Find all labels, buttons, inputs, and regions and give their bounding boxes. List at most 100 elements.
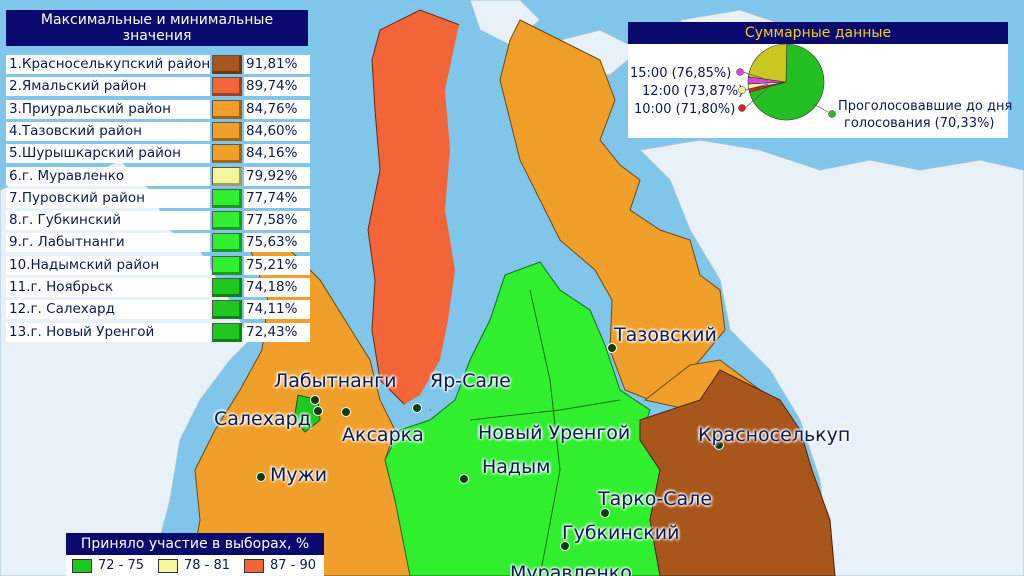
ranking-row: 4.Тазовский район 84,60%	[6, 121, 310, 144]
city-dot-nadym	[459, 474, 469, 484]
ranking-row: 2.Ямальский район 89,74%	[6, 77, 310, 99]
region-krasnoselkupsky	[639, 369, 836, 576]
ranking-row: 5.Шурышкарский район 84,16%	[6, 144, 310, 166]
ranking-row: 3.Приуральский район 84,76%	[6, 99, 310, 122]
ranking-row-swatch	[212, 255, 242, 275]
ranking-row-name: 3.Приуральский район	[6, 99, 210, 119]
ranking-row: 8.г. Губкинский 77,58%	[6, 211, 310, 233]
city-dot-salekhard	[313, 406, 323, 416]
ob-bay	[395, 20, 490, 420]
city-label-gubkinsky: Губкинский	[562, 522, 680, 544]
city-dot-aksarka	[341, 407, 351, 417]
ranking-row-value: 74,11%	[244, 300, 310, 320]
city-dot-gubkinsky	[560, 541, 570, 551]
ranking-row-value: 79,92%	[244, 166, 310, 186]
city-label-nadym: Надым	[482, 456, 551, 478]
ranking-title-line1: Максимальные и минимальные	[40, 12, 274, 28]
city-label-novy-urengoy: Новый Уренгой	[478, 422, 631, 444]
ranking-row-swatch	[212, 144, 242, 164]
ranking-row: 10.Надымский район 75,21%	[6, 255, 310, 278]
ranking-row-swatch	[212, 211, 242, 231]
ranking-title: Максимальные и минимальные значения	[6, 10, 308, 46]
ranking-row-swatch	[212, 77, 242, 97]
ranking-row-swatch	[212, 233, 242, 253]
pie-leader-line	[744, 83, 769, 91]
city-label-tarko-sale: Тарко-Сале	[598, 488, 713, 510]
legend-swatch	[158, 559, 178, 573]
city-label-muzhi: Мужи	[270, 464, 328, 486]
ranking-row-name: 7.Пуровский район	[6, 188, 210, 208]
ranking-row: 9.г. Лабытнанги 75,63%	[6, 233, 310, 255]
legend-title: Приняло участие в выборах, %	[66, 533, 324, 555]
ranking-row-swatch	[212, 300, 242, 320]
summary-label-1000: 10:00 (71,80%)	[634, 102, 736, 117]
ranking-row-value: 91,81%	[244, 55, 310, 74]
ranking-row-swatch	[212, 278, 242, 297]
city-label-aksarka: Аксарка	[342, 424, 424, 446]
city-dot-labytnangi	[310, 395, 320, 405]
city-dot-tarko-sale	[600, 508, 610, 518]
city-dot-yar-sale	[412, 403, 422, 413]
ranking-row-swatch	[212, 99, 242, 119]
ranking-row-name: 10.Надымский район	[6, 255, 210, 275]
summary-title: Суммарные данные	[628, 22, 1008, 44]
district-borders	[469, 289, 621, 576]
legend-label: 87 - 90	[270, 558, 317, 573]
ranking-row-name: 2.Ямальский район	[6, 77, 210, 97]
land-east	[638, 139, 1024, 576]
ranking-row: 11.г. Ноябрьск 74,18%	[6, 278, 310, 300]
ranking-row: 1.Красноселькупский район 91,81%	[6, 55, 310, 77]
summary-label-pre-line2: голосования (70,33%)	[844, 116, 995, 131]
ranking-row-value: 84,16%	[244, 144, 310, 164]
summary-label-pre-line1: Проголосовавшие до дня	[838, 99, 1013, 114]
ranking-row: 13.г. Новый Уренгой 72,43%	[6, 322, 310, 345]
ranking-row-name: 13.г. Новый Уренгой	[6, 322, 210, 342]
ranking-row-value: 72,43%	[244, 322, 310, 342]
city-dot-krasnoselkup	[714, 440, 724, 450]
ranking-row-value: 75,63%	[244, 233, 310, 253]
ranking-row-name: 12.г. Салехард	[6, 300, 210, 320]
legend-swatch	[244, 559, 264, 573]
ranking-row-value: 84,76%	[244, 99, 310, 119]
ranking-row-value: 74,18%	[244, 278, 310, 297]
ranking-row-name: 9.г. Лабытнанги	[6, 233, 210, 253]
ranking-row-value: 89,74%	[244, 77, 310, 97]
city-label-tazovsky: Тазовский	[614, 324, 717, 346]
ranking-row-name: 11.г. Ноябрьск	[6, 278, 210, 297]
ranking-row: 12.г. Салехард 74,11%	[6, 300, 310, 322]
pie-leader-line	[744, 87, 769, 109]
ranking-row-value: 77,74%	[244, 188, 310, 208]
city-label-labytnangi: Лабытнанги	[274, 370, 397, 392]
pie-label-marker	[736, 68, 744, 76]
summary-pie-chart	[736, 43, 836, 121]
pie-slice	[748, 43, 788, 83]
pie-label-marker	[738, 104, 746, 112]
city-dot-muzhi	[256, 472, 266, 482]
pie-label-marker	[828, 110, 836, 118]
ranking-row-name: 5.Шурышкарский район	[6, 144, 210, 164]
summary-label-1200: 12:00 (73,87%)	[642, 84, 744, 99]
ranking-row-swatch	[212, 188, 242, 208]
ranking-row-value: 75,21%	[244, 255, 310, 275]
legend-panel: Приняло участие в выборах, % 72 - 75 78 -…	[66, 533, 324, 576]
pie-leader-line	[742, 71, 769, 81]
pie-leader-line	[812, 103, 829, 113]
city-label-salekhard: Салехард	[214, 408, 311, 430]
summary-panel: Суммарные данные 15:00 (76,85%) 12:00 (7…	[628, 22, 1012, 138]
ranking-row-swatch	[212, 55, 242, 74]
ranking-row-swatch	[212, 166, 242, 186]
city-label-krasnoselkup: Красноселькуп	[698, 424, 851, 446]
legend-swatch	[72, 559, 92, 573]
ranking-row-swatch	[212, 121, 242, 141]
ranking-row-value: 84,60%	[244, 121, 310, 141]
ranking-row-swatch	[212, 322, 242, 342]
ranking-title-line2: значения	[122, 28, 192, 44]
city-label-muravlenko: Муравленко	[510, 562, 632, 576]
ranking-row: 7.Пуровский район 77,74%	[6, 188, 310, 211]
legend-label: 72 - 75	[98, 558, 145, 573]
region-tazovsky	[499, 19, 726, 401]
ranking-row: 6.г. Муравленко 79,92%	[6, 166, 310, 189]
ranking-row-value: 77,58%	[244, 211, 310, 231]
city-dot-tazovsky	[607, 343, 617, 353]
city-label-yar-sale: Яр-Сале	[430, 370, 511, 392]
